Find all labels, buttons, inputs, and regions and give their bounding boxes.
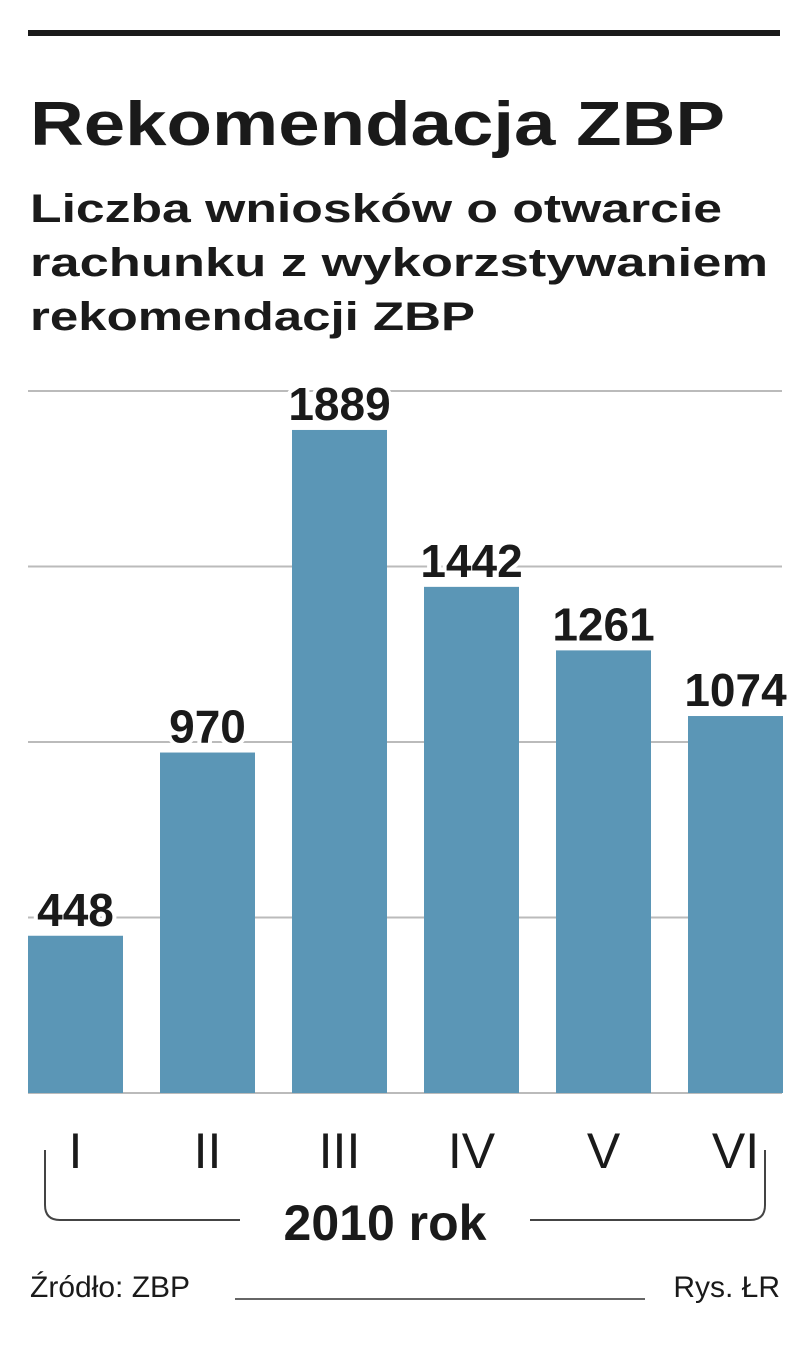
source: Źródło: ZBP (30, 1271, 190, 1304)
x-tick-label: I (69, 1123, 83, 1179)
chart-title: Rekomendacja ZBP (30, 90, 725, 159)
value-label: 1889 (288, 378, 390, 430)
value-label: 1442 (420, 535, 522, 587)
x-tick-label: V (587, 1123, 621, 1179)
bar (556, 650, 651, 1093)
x-axis-label: 2010 rok (284, 1195, 487, 1251)
value-label: 1261 (552, 598, 654, 650)
value-label: 1074 (684, 664, 787, 716)
bar (424, 586, 519, 1093)
credit: Rys. ŁR (673, 1271, 780, 1304)
x-tick-label: II (194, 1123, 222, 1179)
subtitle-line: rachunku z wykorzstywaniem (30, 241, 768, 285)
bar (28, 935, 123, 1093)
plot: 448 I 970 II 1889 III 1442 IV 1261 V 1074 VI (28, 374, 791, 1179)
bar (292, 429, 387, 1093)
subtitle-line: Liczba wniosków o otwarcie (30, 187, 722, 231)
x-tick-label: IV (448, 1123, 496, 1179)
value-label: 970 (169, 701, 246, 753)
x-tick-label: VI (712, 1123, 759, 1179)
bar (688, 716, 783, 1093)
subtitle-line: rekomendacji ZBP (30, 295, 475, 339)
bar (160, 752, 255, 1093)
label-background (240, 1190, 530, 1250)
x-tick-label: III (319, 1123, 361, 1179)
value-label: 448 (37, 884, 114, 936)
